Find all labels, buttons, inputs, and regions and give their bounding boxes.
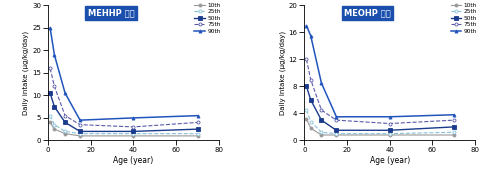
75th [387,122,393,125]
50th [62,121,68,123]
Text: MEOHP 기준: MEOHP 기준 [344,8,391,17]
25th [195,132,201,135]
10th [303,118,309,120]
90th [303,24,309,27]
90th [308,35,313,37]
50th [131,130,136,132]
10th [51,128,57,130]
75th [319,109,324,111]
75th [195,121,201,123]
Line: 10th: 10th [48,121,199,137]
25th [77,132,83,135]
25th [47,115,53,117]
X-axis label: Age (year): Age (year) [370,156,410,165]
Line: 50th: 50th [305,85,456,132]
90th [77,119,83,121]
75th [308,78,313,81]
10th [131,135,136,137]
25th [319,131,324,133]
Text: MEHHP 기준: MEHHP 기준 [88,8,134,17]
25th [334,132,339,135]
Line: 75th: 75th [48,67,199,128]
50th [195,128,201,130]
50th [451,126,457,128]
10th [308,127,313,129]
10th [387,134,393,136]
Legend: 10th, 25th, 50th, 75th, 90th: 10th, 25th, 50th, 75th, 90th [451,3,477,34]
X-axis label: Age (year): Age (year) [113,156,154,165]
90th [47,27,53,29]
50th [51,105,57,108]
10th [319,134,324,136]
75th [62,115,68,117]
Line: 90th: 90th [48,26,199,122]
25th [62,130,68,132]
Line: 50th: 50th [48,92,199,133]
10th [77,135,83,137]
25th [303,109,309,111]
25th [51,123,57,126]
Line: 25th: 25th [305,109,456,135]
90th [131,117,136,119]
50th [77,130,83,132]
75th [77,123,83,126]
75th [451,119,457,121]
75th [334,119,339,121]
75th [303,58,309,60]
90th [451,114,457,116]
75th [47,67,53,69]
90th [319,82,324,84]
25th [308,120,313,123]
50th [47,92,53,94]
90th [62,92,68,94]
Y-axis label: Daily intake (μg/kg/day): Daily intake (μg/kg/day) [23,31,29,115]
10th [451,134,457,136]
90th [387,116,393,118]
50th [319,119,324,121]
10th [62,132,68,135]
25th [387,132,393,135]
10th [47,121,53,123]
75th [51,85,57,87]
Line: 25th: 25th [48,114,199,135]
90th [334,116,339,118]
50th [387,129,393,131]
90th [195,115,201,117]
Y-axis label: Daily intake (μg/kg/day): Daily intake (μg/kg/day) [279,31,286,115]
Line: 75th: 75th [305,58,456,125]
25th [131,132,136,135]
Legend: 10th, 25th, 50th, 75th, 90th: 10th, 25th, 50th, 75th, 90th [194,3,221,34]
75th [131,126,136,128]
25th [451,131,457,133]
90th [51,54,57,56]
10th [195,135,201,137]
Line: 90th: 90th [305,24,456,118]
50th [308,99,313,101]
10th [334,134,339,136]
Line: 10th: 10th [305,117,456,136]
50th [334,129,339,131]
50th [303,85,309,87]
